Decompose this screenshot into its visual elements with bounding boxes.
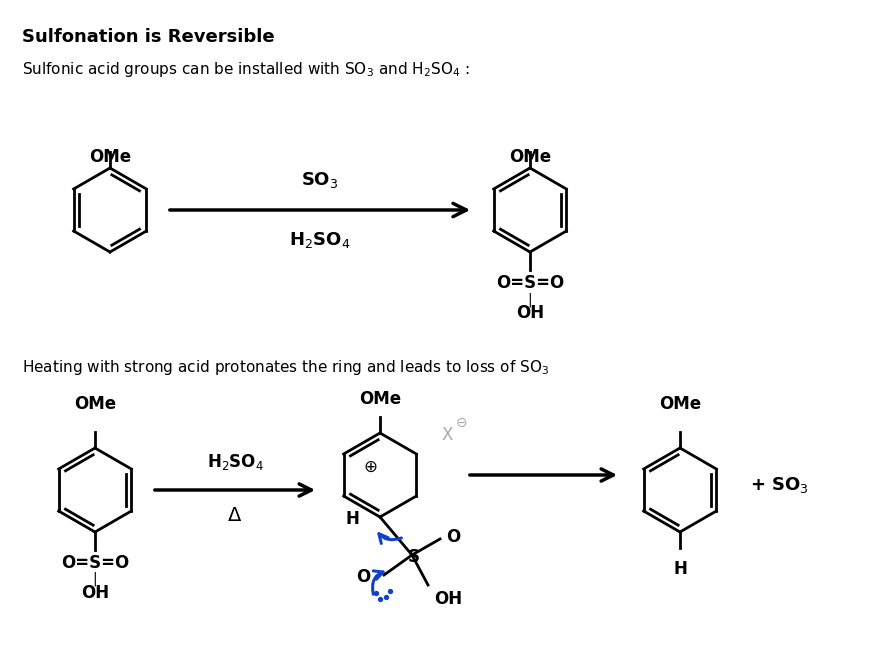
Text: |: | bbox=[93, 572, 97, 586]
Text: Sulfonation is Reversible: Sulfonation is Reversible bbox=[22, 28, 274, 46]
Text: O=S=O: O=S=O bbox=[496, 274, 564, 292]
Text: H: H bbox=[673, 560, 687, 578]
Text: O=S=O: O=S=O bbox=[61, 554, 129, 572]
Text: + SO$_3$: + SO$_3$ bbox=[750, 475, 808, 495]
Text: $\ominus$: $\ominus$ bbox=[455, 416, 468, 430]
Text: OMe: OMe bbox=[74, 395, 116, 413]
Text: H$_2$SO$_4$: H$_2$SO$_4$ bbox=[289, 230, 350, 250]
Text: Heating with strong acid protonates the ring and leads to loss of SO$_3$: Heating with strong acid protonates the … bbox=[22, 358, 549, 377]
Text: S: S bbox=[408, 548, 420, 566]
Text: H: H bbox=[345, 510, 359, 528]
Text: OH: OH bbox=[434, 590, 462, 608]
Text: OMe: OMe bbox=[509, 148, 551, 166]
Text: SO$_3$: SO$_3$ bbox=[302, 170, 339, 190]
Text: |: | bbox=[528, 292, 532, 307]
Text: X: X bbox=[442, 426, 454, 444]
Text: OH: OH bbox=[516, 304, 544, 322]
Text: OMe: OMe bbox=[359, 390, 401, 408]
Text: Sulfonic acid groups can be installed with SO$_3$ and H$_2$SO$_4$ :: Sulfonic acid groups can be installed wi… bbox=[22, 60, 470, 79]
Text: O: O bbox=[446, 528, 461, 546]
Text: O: O bbox=[356, 568, 370, 586]
Text: $\Delta$: $\Delta$ bbox=[227, 506, 243, 525]
Text: OMe: OMe bbox=[89, 148, 131, 166]
Text: H$_2$SO$_4$: H$_2$SO$_4$ bbox=[206, 452, 263, 472]
Text: OH: OH bbox=[81, 584, 109, 602]
Text: $\oplus$: $\oplus$ bbox=[363, 458, 378, 476]
Text: OMe: OMe bbox=[659, 395, 701, 413]
